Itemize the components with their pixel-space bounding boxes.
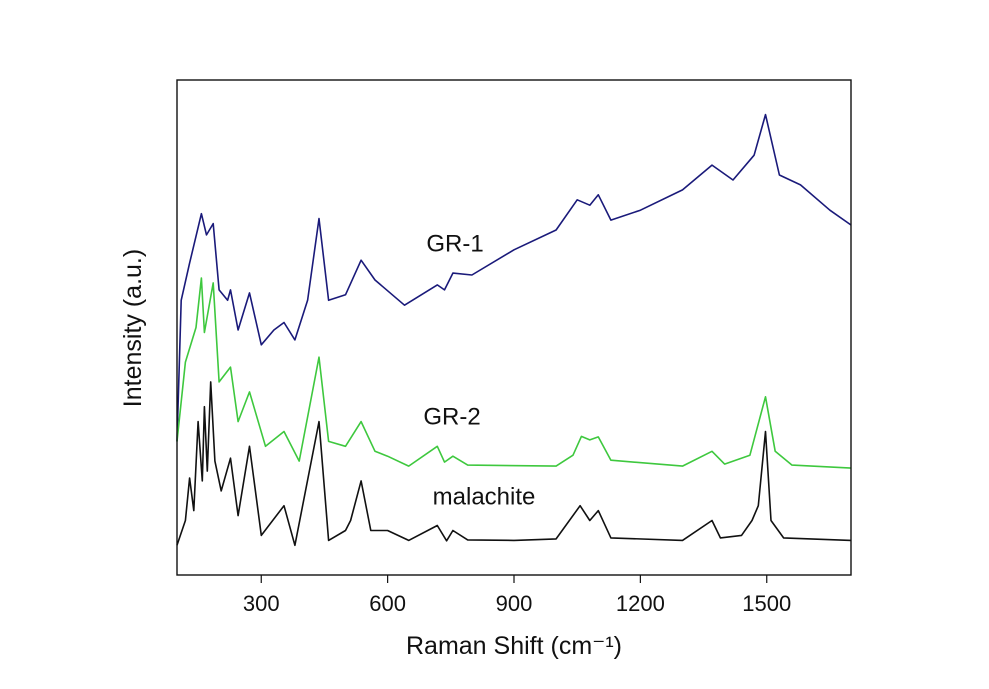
- series-line: [176, 113, 852, 442]
- series-annotation: GR-1: [426, 230, 483, 257]
- y-axis-title: Intensity (a.u.): [119, 249, 147, 407]
- x-tick-label: 1500: [742, 591, 791, 616]
- x-tick-label: 1200: [616, 591, 665, 616]
- x-tick-label: 300: [243, 591, 280, 616]
- x-tick-label: 900: [496, 591, 533, 616]
- series-line: [176, 277, 852, 469]
- series-line: [176, 381, 852, 547]
- series-annotation: GR-2: [423, 403, 480, 430]
- plot-frame: [176, 79, 852, 576]
- series-annotation: malachite: [433, 483, 536, 510]
- x-axis-title: Raman Shift (cm⁻¹): [406, 632, 622, 660]
- x-tick-label: 600: [369, 591, 406, 616]
